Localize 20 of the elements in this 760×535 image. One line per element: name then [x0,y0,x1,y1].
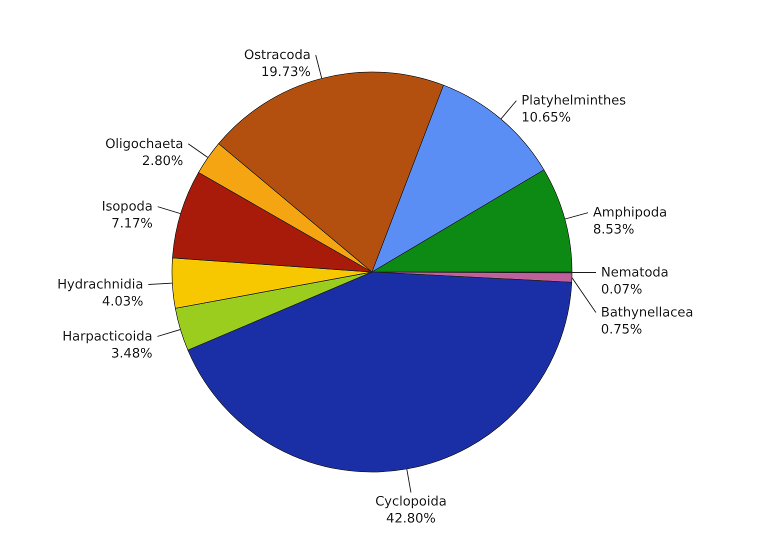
data-label: 10.65% [521,110,571,126]
slice-label: Isopoda [102,200,153,215]
data-label: 7.17% [111,216,153,232]
slice-label: Platyhelminthes [521,94,626,109]
slice-label: Nematoda [601,265,669,280]
data-label: 42.80% [386,512,436,527]
slice-label: Ostracoda [244,48,311,64]
data-label: 3.48% [111,346,152,362]
slice-label: Hydrachnidia [57,278,144,293]
slice-label: Harpacticoida [62,329,152,344]
slice-label: Amphipoda [593,206,668,221]
data-label: 0.07% [601,282,642,298]
slice-label: Bathynellacea [600,305,694,320]
data-label: 8.53% [593,222,634,238]
data-label: 4.03% [102,294,144,310]
data-label: 2.80% [142,154,184,169]
data-label: 0.75% [600,322,642,338]
slice-label: Oligochaeta [105,136,184,152]
data-label: 19.73% [261,65,311,80]
slice-label: Cyclopoida [375,494,447,510]
